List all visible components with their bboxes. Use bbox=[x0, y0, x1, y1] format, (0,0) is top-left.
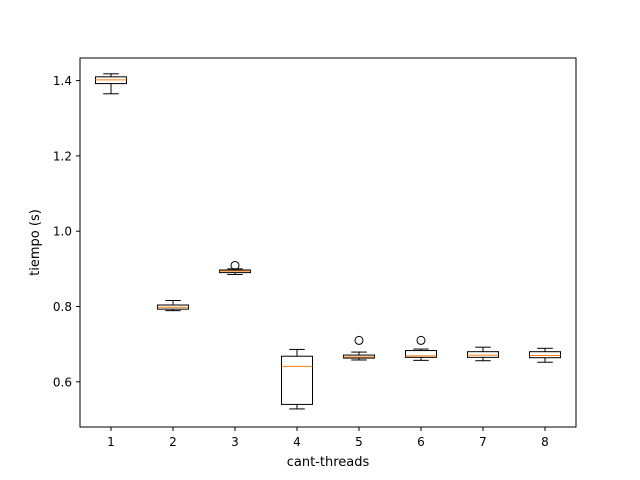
box-group-4 bbox=[281, 348, 313, 410]
box-group-1 bbox=[95, 73, 127, 95]
box-iqr bbox=[529, 351, 561, 359]
plot-area bbox=[95, 73, 561, 410]
x-tick-label: 8 bbox=[541, 435, 549, 449]
x-tick-label: 5 bbox=[355, 435, 363, 449]
box-group-8 bbox=[529, 347, 561, 363]
y-tick-label: 1.2 bbox=[53, 149, 72, 163]
y-tick-label: 0.6 bbox=[53, 375, 72, 389]
y-tick-label: 1.4 bbox=[53, 74, 72, 88]
x-tick-label: 4 bbox=[293, 435, 301, 449]
box-group-6 bbox=[405, 335, 437, 361]
box-iqr bbox=[467, 351, 499, 358]
outlier-point bbox=[230, 260, 240, 270]
x-axis: 1 2 3 4 5 6 7 8 bbox=[107, 427, 549, 449]
y-tick-label: 1.0 bbox=[53, 225, 72, 239]
outlier-point bbox=[354, 335, 364, 345]
box-iqr bbox=[281, 355, 313, 405]
box-group-3 bbox=[219, 260, 251, 276]
x-axis-label: cant-threads bbox=[287, 455, 370, 470]
x-tick-label: 2 bbox=[169, 435, 177, 449]
y-axis: 0.6 0.8 1.0 1.2 1.4 bbox=[53, 74, 80, 389]
box-iqr bbox=[405, 350, 437, 358]
y-axis-label: tiempo (s) bbox=[28, 209, 43, 276]
box-group-7 bbox=[467, 346, 499, 362]
y-tick-label: 0.8 bbox=[53, 300, 72, 314]
outlier-point bbox=[416, 335, 426, 345]
x-tick-label: 6 bbox=[417, 435, 425, 449]
box-group-5 bbox=[343, 335, 375, 361]
x-tick-label: 1 bbox=[107, 435, 115, 449]
box-group-2 bbox=[157, 299, 189, 312]
x-tick-label: 7 bbox=[479, 435, 487, 449]
axes-frame bbox=[79, 57, 577, 428]
x-tick-label: 3 bbox=[231, 435, 239, 449]
